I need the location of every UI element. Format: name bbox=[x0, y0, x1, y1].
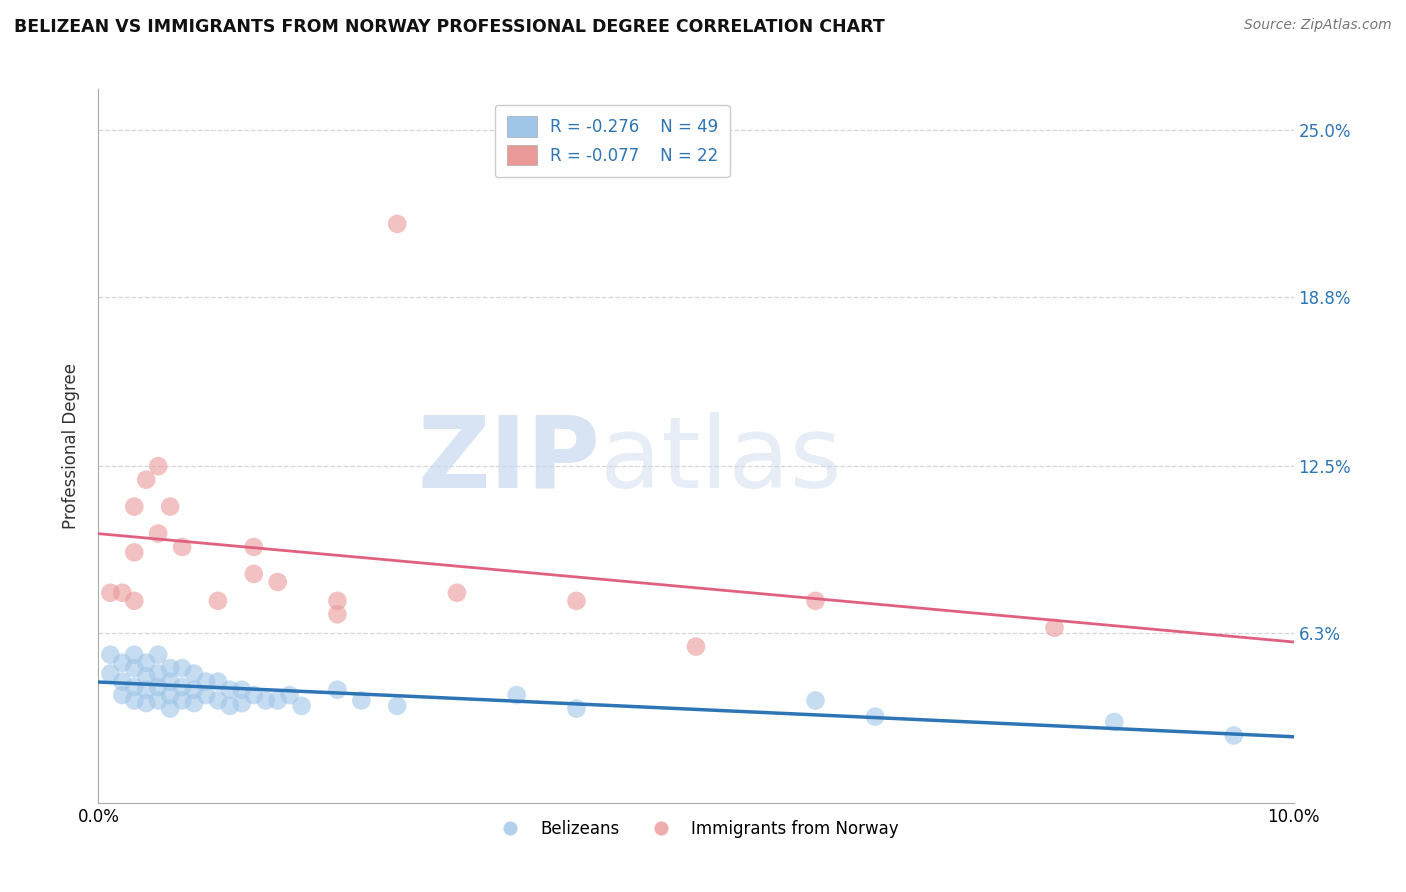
Point bbox=[267, 574, 290, 589]
Point bbox=[385, 698, 409, 713]
Point bbox=[183, 696, 205, 710]
Point bbox=[148, 666, 170, 681]
Point bbox=[219, 682, 242, 697]
Point bbox=[1104, 714, 1126, 729]
Point bbox=[565, 594, 588, 608]
Point bbox=[124, 594, 146, 608]
Point bbox=[278, 688, 301, 702]
Point bbox=[159, 688, 181, 702]
Point bbox=[231, 696, 253, 710]
Point bbox=[98, 666, 122, 681]
Text: atlas: atlas bbox=[600, 412, 842, 508]
Point bbox=[326, 594, 349, 608]
Point bbox=[183, 666, 205, 681]
Point bbox=[124, 680, 146, 694]
Point bbox=[111, 674, 134, 689]
Point bbox=[243, 688, 266, 702]
Point bbox=[111, 656, 134, 670]
Point bbox=[207, 674, 229, 689]
Point bbox=[172, 680, 194, 694]
Point bbox=[1043, 621, 1066, 635]
Point bbox=[124, 661, 146, 675]
Point bbox=[172, 661, 194, 675]
Point bbox=[231, 682, 253, 697]
Point bbox=[172, 540, 194, 554]
Point bbox=[98, 648, 122, 662]
Point bbox=[183, 682, 205, 697]
Text: BELIZEAN VS IMMIGRANTS FROM NORWAY PROFESSIONAL DEGREE CORRELATION CHART: BELIZEAN VS IMMIGRANTS FROM NORWAY PROFE… bbox=[14, 18, 884, 36]
Point bbox=[326, 682, 349, 697]
Point bbox=[326, 607, 349, 622]
Point bbox=[565, 701, 588, 715]
Point bbox=[135, 696, 157, 710]
Point bbox=[159, 701, 181, 715]
Point bbox=[506, 688, 529, 702]
Point bbox=[148, 526, 170, 541]
Point bbox=[865, 709, 887, 723]
Point bbox=[267, 693, 290, 707]
Point bbox=[148, 648, 170, 662]
Point bbox=[98, 586, 122, 600]
Text: ZIP: ZIP bbox=[418, 412, 600, 508]
Point bbox=[111, 688, 134, 702]
Point bbox=[148, 680, 170, 694]
Point bbox=[135, 669, 157, 683]
Point bbox=[207, 693, 229, 707]
Point bbox=[135, 473, 157, 487]
Point bbox=[124, 693, 146, 707]
Point bbox=[172, 693, 194, 707]
Point bbox=[159, 500, 181, 514]
Point bbox=[148, 693, 170, 707]
Point bbox=[159, 674, 181, 689]
Point bbox=[243, 540, 266, 554]
Point bbox=[1223, 729, 1246, 743]
Y-axis label: Professional Degree: Professional Degree bbox=[62, 363, 80, 529]
Point bbox=[385, 217, 409, 231]
Point bbox=[243, 566, 266, 581]
Point bbox=[135, 682, 157, 697]
Point bbox=[350, 693, 373, 707]
Point bbox=[124, 648, 146, 662]
Point bbox=[804, 594, 827, 608]
Point bbox=[111, 586, 134, 600]
Point bbox=[124, 545, 146, 559]
Point bbox=[195, 674, 218, 689]
Point bbox=[804, 693, 827, 707]
Point bbox=[159, 661, 181, 675]
Point bbox=[254, 693, 277, 707]
Point bbox=[685, 640, 707, 654]
Point bbox=[195, 688, 218, 702]
Point bbox=[148, 459, 170, 474]
Point bbox=[124, 500, 146, 514]
Point bbox=[291, 698, 314, 713]
Point bbox=[135, 656, 157, 670]
Text: Source: ZipAtlas.com: Source: ZipAtlas.com bbox=[1244, 18, 1392, 32]
Legend: Belizeans, Immigrants from Norway: Belizeans, Immigrants from Norway bbox=[486, 814, 905, 845]
Point bbox=[207, 594, 229, 608]
Point bbox=[219, 698, 242, 713]
Point bbox=[446, 586, 468, 600]
